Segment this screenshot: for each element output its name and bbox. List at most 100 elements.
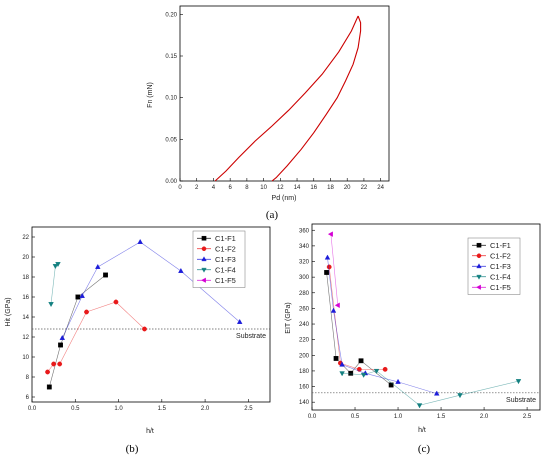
- x-tick-label: 1.0: [394, 414, 403, 420]
- triangle-down-marker: [360, 372, 367, 378]
- square-marker: [75, 294, 81, 300]
- panel-c-ylabel: EIT (GPa): [285, 302, 292, 333]
- triangle-up-marker: [79, 292, 85, 298]
- legend-label-c1-f3: C1-F3: [215, 255, 236, 264]
- x-tick-label: 1.5: [158, 406, 167, 412]
- circle-marker: [476, 253, 482, 259]
- triangle-down-marker: [339, 371, 345, 377]
- y-tick-label: 240: [299, 322, 310, 328]
- y-tick-label: 320: [299, 260, 310, 266]
- x-tick-label: 0.5: [71, 406, 80, 412]
- x-tick-label: 2.5: [244, 406, 253, 412]
- y-tick-label: 180: [299, 369, 310, 375]
- circle-marker: [57, 361, 63, 367]
- panel-b-ticks: 0.0 0.5 1.0 1.5 2.0 2.5 6 8 10 12 14 16 18 20 22: [22, 235, 253, 412]
- y-tick-label: 0.00: [165, 179, 177, 185]
- panel-b-substrate-label: Substrate: [236, 333, 266, 340]
- panel-b: 0.0 0.5 1.0 1.5 2.0 2.5 6 8 10 12 14 16 18 20 22 Subst…: [5, 226, 271, 455]
- triangle-left-marker: [334, 302, 340, 309]
- x-tick-label: 22: [361, 185, 368, 191]
- y-tick-label: 140: [299, 400, 310, 406]
- y-tick-label: 18: [22, 275, 29, 281]
- x-tick-label: 2.0: [201, 406, 210, 412]
- legend-label-c1-f4: C1-F4: [490, 272, 511, 281]
- x-tick-label: 0.5: [351, 414, 360, 420]
- x-tick-label: 8: [245, 185, 249, 191]
- x-tick-label: 6: [228, 185, 232, 191]
- x-tick-label: 24: [377, 185, 384, 191]
- triangle-up-marker: [324, 254, 331, 260]
- series-line-c1-f3: [327, 257, 437, 394]
- triangle-down-marker: [476, 274, 482, 280]
- legend-label-c1-f2: C1-F2: [215, 244, 236, 253]
- square-marker: [201, 235, 207, 241]
- triangle-up-marker: [395, 378, 401, 384]
- series-line-c1-f5: [330, 234, 339, 306]
- panel-c: 0.0 0.5 1.0 1.5 2.0 2.5 140 160 180 200 220 240 260 2…: [285, 223, 541, 455]
- legend-label-c1-f3: C1-F3: [490, 262, 511, 271]
- y-tick-label: 160: [299, 385, 310, 391]
- series-line-c1-f4: [342, 370, 519, 406]
- y-tick-label: 220: [299, 338, 310, 344]
- y-tick-label: 16: [22, 295, 29, 301]
- y-tick-label: 0.10: [165, 96, 177, 102]
- triangle-down-marker: [416, 403, 423, 409]
- y-tick-label: 360: [299, 228, 310, 234]
- triangle-up-marker: [201, 256, 207, 262]
- triangle-up-marker: [137, 238, 143, 244]
- y-tick-label: 260: [299, 306, 310, 312]
- triangle-up-marker: [95, 263, 101, 269]
- legend-label-c1-f2: C1-F2: [490, 251, 511, 260]
- y-tick-label: 8: [26, 375, 30, 381]
- square-marker: [348, 370, 354, 376]
- triangle-down-marker: [373, 368, 380, 374]
- y-tick-label: 0.15: [165, 54, 177, 60]
- panel-c-xlabel: h/t: [418, 427, 426, 434]
- legend-label-c1-f1: C1-F1: [490, 241, 511, 250]
- panel-a-xlabel: Pd (nm): [272, 195, 297, 202]
- y-tick-label: 340: [299, 244, 310, 250]
- triangle-up-marker: [330, 307, 337, 313]
- panel-c-series: [324, 231, 522, 409]
- circle-marker: [113, 299, 119, 305]
- x-tick-label: 0: [178, 185, 182, 191]
- y-tick-label: 0.05: [165, 137, 177, 143]
- x-tick-label: 1.5: [437, 414, 446, 420]
- y-tick-label: 0.20: [165, 12, 177, 18]
- loading-curve: [214, 15, 359, 182]
- triangle-down-marker: [55, 262, 61, 268]
- square-marker: [388, 382, 394, 388]
- triangle-up-marker: [178, 267, 184, 273]
- x-tick-label: 16: [310, 185, 317, 191]
- series-line-c1-f1: [49, 274, 106, 388]
- legend-label-c1-f5: C1-F5: [490, 283, 511, 292]
- x-tick-label: 20: [344, 185, 351, 191]
- unloading-curve: [271, 15, 362, 182]
- series-line-c1-f4: [50, 263, 59, 305]
- square-marker: [46, 384, 52, 390]
- circle-marker: [84, 309, 89, 315]
- y-tick-label: 200: [299, 353, 310, 359]
- triangle-up-marker: [59, 334, 66, 340]
- triangle-down-marker: [515, 379, 522, 385]
- circle-marker: [201, 246, 207, 252]
- x-tick-label: 2: [195, 185, 199, 191]
- x-tick-label: 14: [294, 185, 301, 191]
- x-tick-label: 12: [277, 185, 284, 191]
- y-tick-label: 300: [299, 275, 310, 281]
- panel-b-frame: [31, 226, 271, 403]
- panel-a-ylabel: Fn (mN): [147, 82, 154, 108]
- x-tick-label: 2.0: [480, 414, 489, 420]
- triangle-down-marker: [52, 264, 59, 270]
- y-tick-label: 14: [22, 315, 29, 321]
- circle-marker: [326, 264, 332, 270]
- triangle-down-marker: [201, 267, 207, 273]
- square-marker: [476, 242, 482, 248]
- panel-a-curve: [214, 15, 362, 182]
- panel-b-ylabel: Hit (GPa): [5, 297, 12, 326]
- panel-b-series: [45, 238, 243, 390]
- series-line-c1-f3: [62, 241, 240, 339]
- panel-a-label: (a): [266, 209, 279, 221]
- x-tick-label: 2.5: [523, 414, 532, 420]
